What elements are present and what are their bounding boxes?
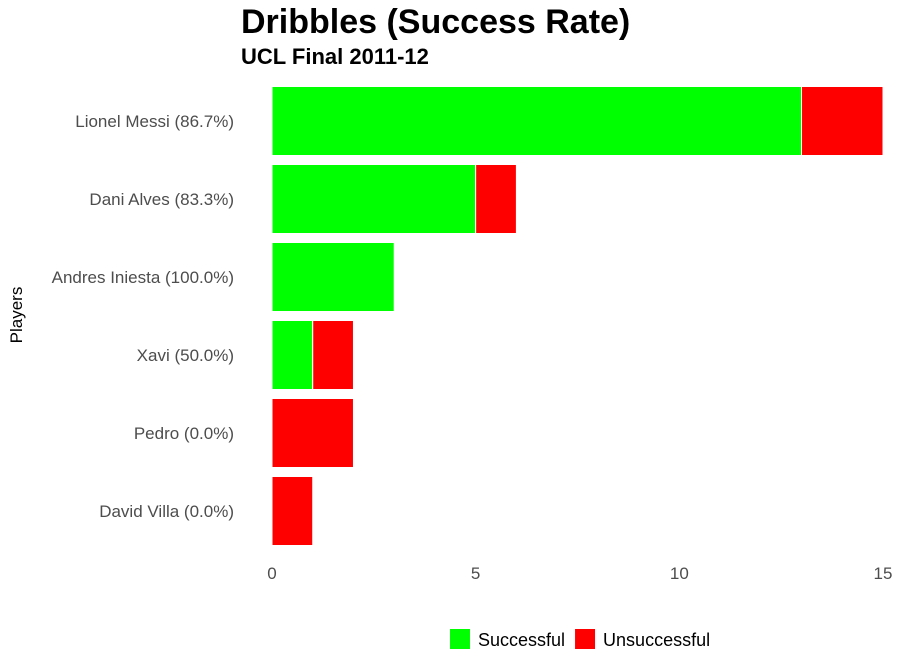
chart-title: Dribbles (Success Rate): [241, 3, 630, 41]
legend: Successful Unsuccessful: [450, 629, 710, 650]
x-tick-label: 10: [670, 564, 689, 583]
bar-successful-xavi-50-0: [271, 320, 314, 390]
bar-successful-lionel-messi-86-7: [271, 86, 803, 156]
bar-unsuccessful-xavi-50-0: [312, 320, 354, 390]
x-tick-label: 15: [874, 564, 893, 583]
bar-unsuccessful-david-villa-0-0: [271, 476, 314, 546]
y-tick-label: David Villa (0.0%): [99, 502, 234, 521]
y-tick-label: Lionel Messi (86.7%): [75, 112, 234, 131]
bars-group: [271, 86, 884, 546]
x-tick-labels: 0 5 10 15: [267, 564, 892, 583]
legend-label-successful: Successful: [478, 630, 565, 650]
y-tick-labels: Lionel Messi (86.7%) Dani Alves (83.3%) An…: [52, 112, 234, 521]
legend-swatch-unsuccessful: [575, 629, 596, 649]
y-tick-label: Dani Alves (83.3%): [89, 190, 234, 209]
bar-successful-andres-iniesta-100-0: [271, 242, 395, 312]
bar-successful-dani-alves-83-3: [271, 164, 477, 234]
bar-unsuccessful-dani-alves-83-3: [475, 164, 517, 234]
y-axis-title: Players: [7, 287, 26, 344]
chart-subtitle: UCL Final 2011-12: [241, 44, 429, 69]
bar-unsuccessful-pedro-0-0: [271, 398, 354, 468]
y-tick-label: Andres Iniesta (100.0%): [52, 268, 234, 287]
y-tick-label: Xavi (50.0%): [137, 346, 234, 365]
bar-unsuccessful-lionel-messi-86-7: [801, 86, 884, 156]
legend-label-unsuccessful: Unsuccessful: [603, 630, 710, 650]
x-tick-label: 5: [471, 564, 480, 583]
y-tick-label: Pedro (0.0%): [134, 424, 234, 443]
legend-swatch-successful: [450, 629, 470, 649]
x-tick-label: 0: [267, 564, 276, 583]
